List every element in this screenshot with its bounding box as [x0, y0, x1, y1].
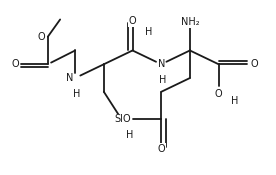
Text: O: O: [157, 144, 165, 154]
Text: O: O: [123, 114, 130, 124]
Text: H: H: [145, 27, 152, 37]
Text: N: N: [66, 73, 73, 83]
Text: O: O: [250, 59, 258, 69]
Text: H: H: [126, 130, 134, 140]
Text: O: O: [12, 59, 19, 69]
Text: NH₂: NH₂: [181, 17, 199, 27]
Text: H: H: [159, 75, 166, 85]
Text: H: H: [73, 89, 80, 99]
Text: O: O: [38, 32, 45, 42]
Text: H: H: [231, 96, 238, 106]
Text: O: O: [129, 16, 136, 26]
Text: N: N: [158, 59, 165, 69]
Text: SH: SH: [115, 114, 128, 124]
Text: O: O: [215, 89, 222, 99]
